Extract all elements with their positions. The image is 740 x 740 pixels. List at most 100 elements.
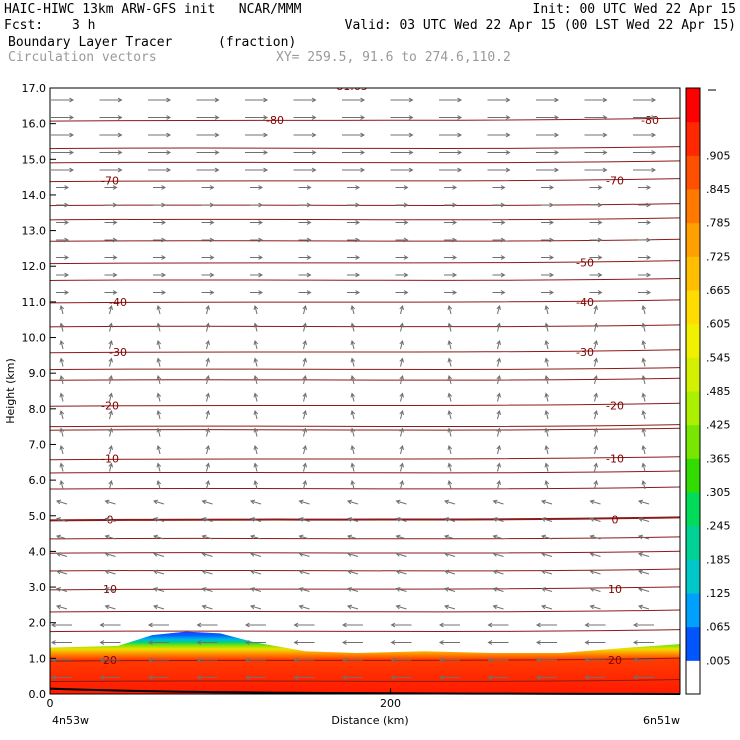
contour-line: [50, 160, 680, 164]
vector-head: [156, 409, 162, 415]
vector-shaft: [400, 340, 403, 350]
vector-shaft: [448, 305, 452, 315]
contour-label: 0: [612, 513, 619, 526]
vector-head: [447, 409, 453, 415]
vector-shaft: [396, 535, 407, 540]
vector-head: [505, 115, 511, 120]
vector-head: [641, 357, 647, 363]
vector-head: [651, 115, 657, 120]
x-end-label: 6n51w: [643, 714, 680, 727]
contour-label: -40: [576, 296, 594, 309]
vector-head: [646, 185, 652, 190]
vector-head: [593, 444, 598, 450]
vector-shaft: [250, 570, 262, 575]
vector-shaft: [202, 553, 213, 557]
vector-head: [452, 185, 458, 190]
vector-head: [544, 322, 550, 328]
vector-head: [399, 427, 404, 433]
contour-label: -10: [101, 453, 119, 466]
vector-head: [99, 675, 105, 680]
vector-head: [263, 150, 269, 155]
vector-head: [492, 569, 498, 575]
vector-head: [59, 392, 65, 398]
vector-head: [496, 427, 501, 433]
vector-head: [69, 115, 75, 120]
vector-head: [457, 97, 463, 103]
y-tick-label: 2.0: [29, 617, 47, 630]
vector-shaft: [303, 393, 306, 402]
y-tick-label: 15.0: [22, 153, 47, 166]
vector-head: [298, 587, 304, 592]
y-tick-label: 3.0: [29, 581, 47, 594]
vector-head: [589, 517, 595, 522]
vector-head: [108, 409, 113, 415]
y-tick-label: 10.0: [22, 332, 47, 345]
vector-head: [355, 255, 361, 260]
y-tick-label: 5.0: [29, 510, 47, 523]
vector-head: [589, 534, 595, 540]
colorbar-swatch: [686, 492, 700, 527]
vector-shaft: [254, 480, 258, 490]
vector-head: [487, 675, 493, 680]
vector-shaft: [109, 393, 112, 402]
vector-head: [505, 167, 511, 173]
vector-head: [641, 322, 647, 328]
vector-shaft: [202, 570, 213, 575]
colorbar-swatch: [686, 155, 700, 190]
vector-head: [311, 167, 317, 173]
vector-head: [444, 534, 450, 540]
vector-head: [452, 237, 458, 243]
vector-shaft: [60, 340, 64, 350]
vector-head: [250, 499, 256, 505]
vector-head: [59, 444, 65, 450]
contour-label: -10: [606, 453, 624, 466]
vector-head: [108, 322, 113, 328]
vector-head: [399, 462, 404, 468]
vector-head: [589, 587, 595, 592]
vector-shaft: [493, 553, 504, 557]
vector-shaft: [60, 445, 64, 455]
vector-head: [205, 444, 210, 450]
vector-head: [350, 374, 356, 380]
vector-head: [544, 304, 550, 310]
colorbar-label: .005: [706, 654, 731, 667]
vector-head: [395, 517, 401, 522]
vector-head: [253, 479, 259, 485]
vector-shaft: [105, 605, 116, 610]
vector-head: [360, 115, 366, 120]
vector-shaft: [497, 480, 500, 490]
vector-head: [311, 132, 317, 138]
vector-head: [646, 290, 652, 295]
vector-shaft: [642, 463, 646, 472]
colorbar-swatch: [686, 290, 700, 325]
vector-head: [56, 587, 62, 592]
colorbar-label: .185: [706, 553, 731, 566]
vector-head: [549, 202, 555, 208]
vector-shaft: [56, 570, 68, 575]
vector-head: [544, 479, 550, 485]
vector-head: [403, 237, 409, 243]
vector-head: [395, 534, 401, 540]
vector-head: [104, 552, 110, 557]
vector-head: [496, 409, 501, 415]
vector-head: [447, 392, 453, 398]
vector-head: [638, 499, 644, 505]
vector-shaft: [351, 428, 355, 437]
vector-head: [258, 220, 264, 225]
vector-head: [390, 640, 396, 645]
vector-head: [298, 552, 304, 557]
vector-head: [447, 304, 453, 310]
vector-head: [541, 604, 547, 610]
vector-shaft: [109, 375, 112, 385]
vector-head: [161, 237, 167, 243]
vector-head: [457, 167, 463, 173]
colorbar-swatch: [686, 458, 700, 493]
vector-head: [341, 622, 347, 628]
vector-head: [156, 339, 162, 345]
vector-shaft: [347, 588, 359, 592]
vector-head: [99, 622, 105, 628]
vector-shaft: [303, 305, 306, 315]
vector-shaft: [105, 500, 116, 505]
vector-shaft: [153, 605, 165, 610]
vector-shaft: [303, 480, 306, 490]
